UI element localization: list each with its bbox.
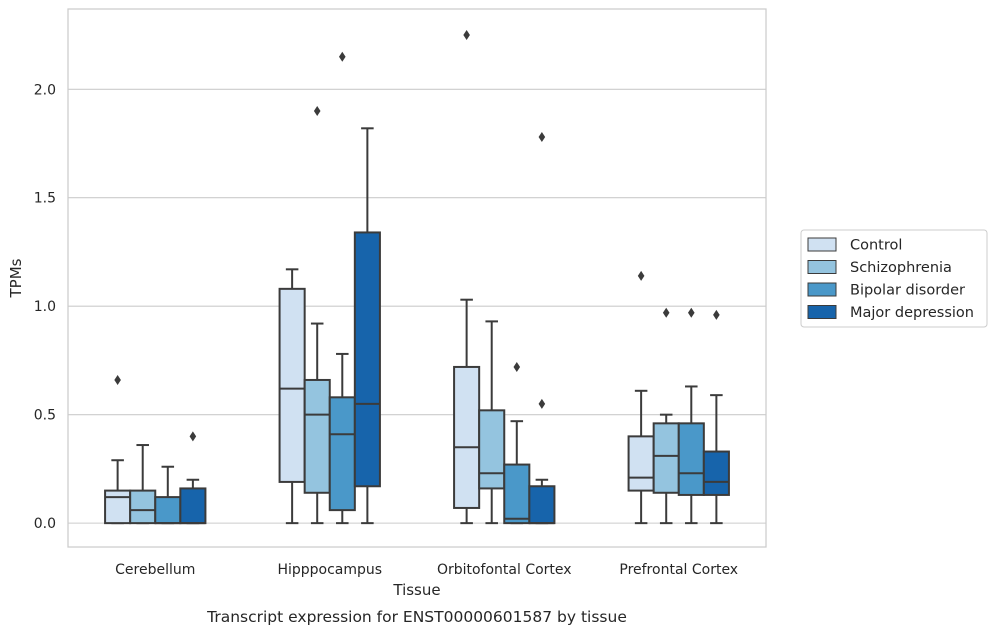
legend-swatch bbox=[807, 282, 837, 297]
y-tick-label: 1.5 bbox=[34, 191, 56, 207]
x-axis-label: Tissue bbox=[392, 581, 440, 599]
x-tick-label: Hipppocampus bbox=[277, 562, 382, 578]
box-body bbox=[478, 409, 506, 490]
box-body bbox=[453, 365, 481, 509]
grid-lines bbox=[68, 88, 766, 524]
box-body bbox=[503, 463, 531, 525]
box-bipolar-disorder bbox=[328, 51, 356, 525]
box-schizophrenia bbox=[478, 320, 506, 525]
box-body bbox=[353, 231, 381, 488]
outlier-point bbox=[687, 307, 695, 318]
y-tick-label: 1.0 bbox=[34, 299, 56, 315]
box-body bbox=[179, 487, 207, 525]
box-body bbox=[702, 450, 730, 496]
box-control bbox=[453, 30, 481, 525]
box-major-depression bbox=[528, 131, 556, 525]
x-tick-label: Orbitofontal Cortex bbox=[437, 562, 572, 578]
outlier-point bbox=[662, 307, 670, 318]
plot-frame bbox=[67, 8, 767, 548]
y-tick-label: 2.0 bbox=[34, 82, 56, 98]
outlier-point bbox=[463, 30, 470, 41]
x-tick-label: Prefrontal Cortex bbox=[619, 562, 738, 578]
outlier-point bbox=[313, 105, 321, 116]
box-schizophrenia bbox=[303, 105, 331, 525]
x-tick-labels: Cerebellum Hipppocampus Orbitofontal Corte… bbox=[115, 562, 738, 578]
box-bipolar-disorder bbox=[154, 465, 182, 525]
y-tick-labels: 0.0 0.5 1.0 1.5 2.0 bbox=[34, 82, 56, 532]
box-control bbox=[278, 268, 306, 525]
legend-label: Schizophrenia bbox=[850, 260, 952, 276]
box-body bbox=[278, 287, 306, 483]
box-body bbox=[154, 496, 182, 525]
box-control bbox=[627, 270, 655, 525]
y-tick-label: 0.0 bbox=[34, 516, 56, 532]
box-body bbox=[129, 489, 157, 525]
box-body bbox=[104, 489, 132, 525]
box-schizophrenia bbox=[652, 307, 680, 525]
outlier-point bbox=[114, 374, 121, 385]
legend-label: Bipolar disorder bbox=[850, 283, 965, 299]
legend-swatch bbox=[807, 237, 837, 252]
legend-items: Control Schizophrenia Bipolar disorder Majo… bbox=[807, 237, 974, 321]
y-axis-label: TPMs bbox=[7, 258, 25, 298]
box-control bbox=[104, 374, 132, 525]
outlier-point bbox=[637, 270, 645, 281]
outlier-point bbox=[338, 51, 346, 62]
chart-caption: Transcript expression for ENST0000060158… bbox=[206, 608, 627, 626]
legend-label: Control bbox=[850, 238, 902, 254]
boxes-layer bbox=[104, 30, 730, 525]
box-body bbox=[652, 422, 680, 494]
outlier-point bbox=[538, 131, 546, 142]
y-tick-label: 0.5 bbox=[34, 408, 56, 424]
outlier-point bbox=[513, 361, 521, 372]
box-bipolar-disorder bbox=[677, 307, 705, 525]
box-body bbox=[328, 396, 356, 512]
outlier-point bbox=[538, 398, 546, 409]
legend-swatch bbox=[807, 260, 837, 274]
box-major-depression bbox=[702, 309, 730, 525]
x-tick-label: Cerebellum bbox=[115, 562, 195, 578]
box-body bbox=[528, 485, 556, 525]
outlier-point bbox=[189, 431, 197, 442]
outlier-point bbox=[713, 309, 720, 320]
box-body bbox=[677, 422, 705, 496]
box-major-depression bbox=[179, 431, 207, 525]
legend-label: Major depression bbox=[850, 305, 974, 321]
legend-frame bbox=[800, 229, 988, 328]
legend-swatch bbox=[807, 305, 837, 319]
box-bipolar-disorder bbox=[503, 361, 531, 525]
legend: Control Schizophrenia Bipolar disorder Majo… bbox=[800, 229, 988, 328]
box-body bbox=[303, 378, 331, 494]
box-major-depression bbox=[353, 127, 381, 525]
box-body bbox=[627, 435, 655, 492]
box-schizophrenia bbox=[129, 444, 157, 525]
